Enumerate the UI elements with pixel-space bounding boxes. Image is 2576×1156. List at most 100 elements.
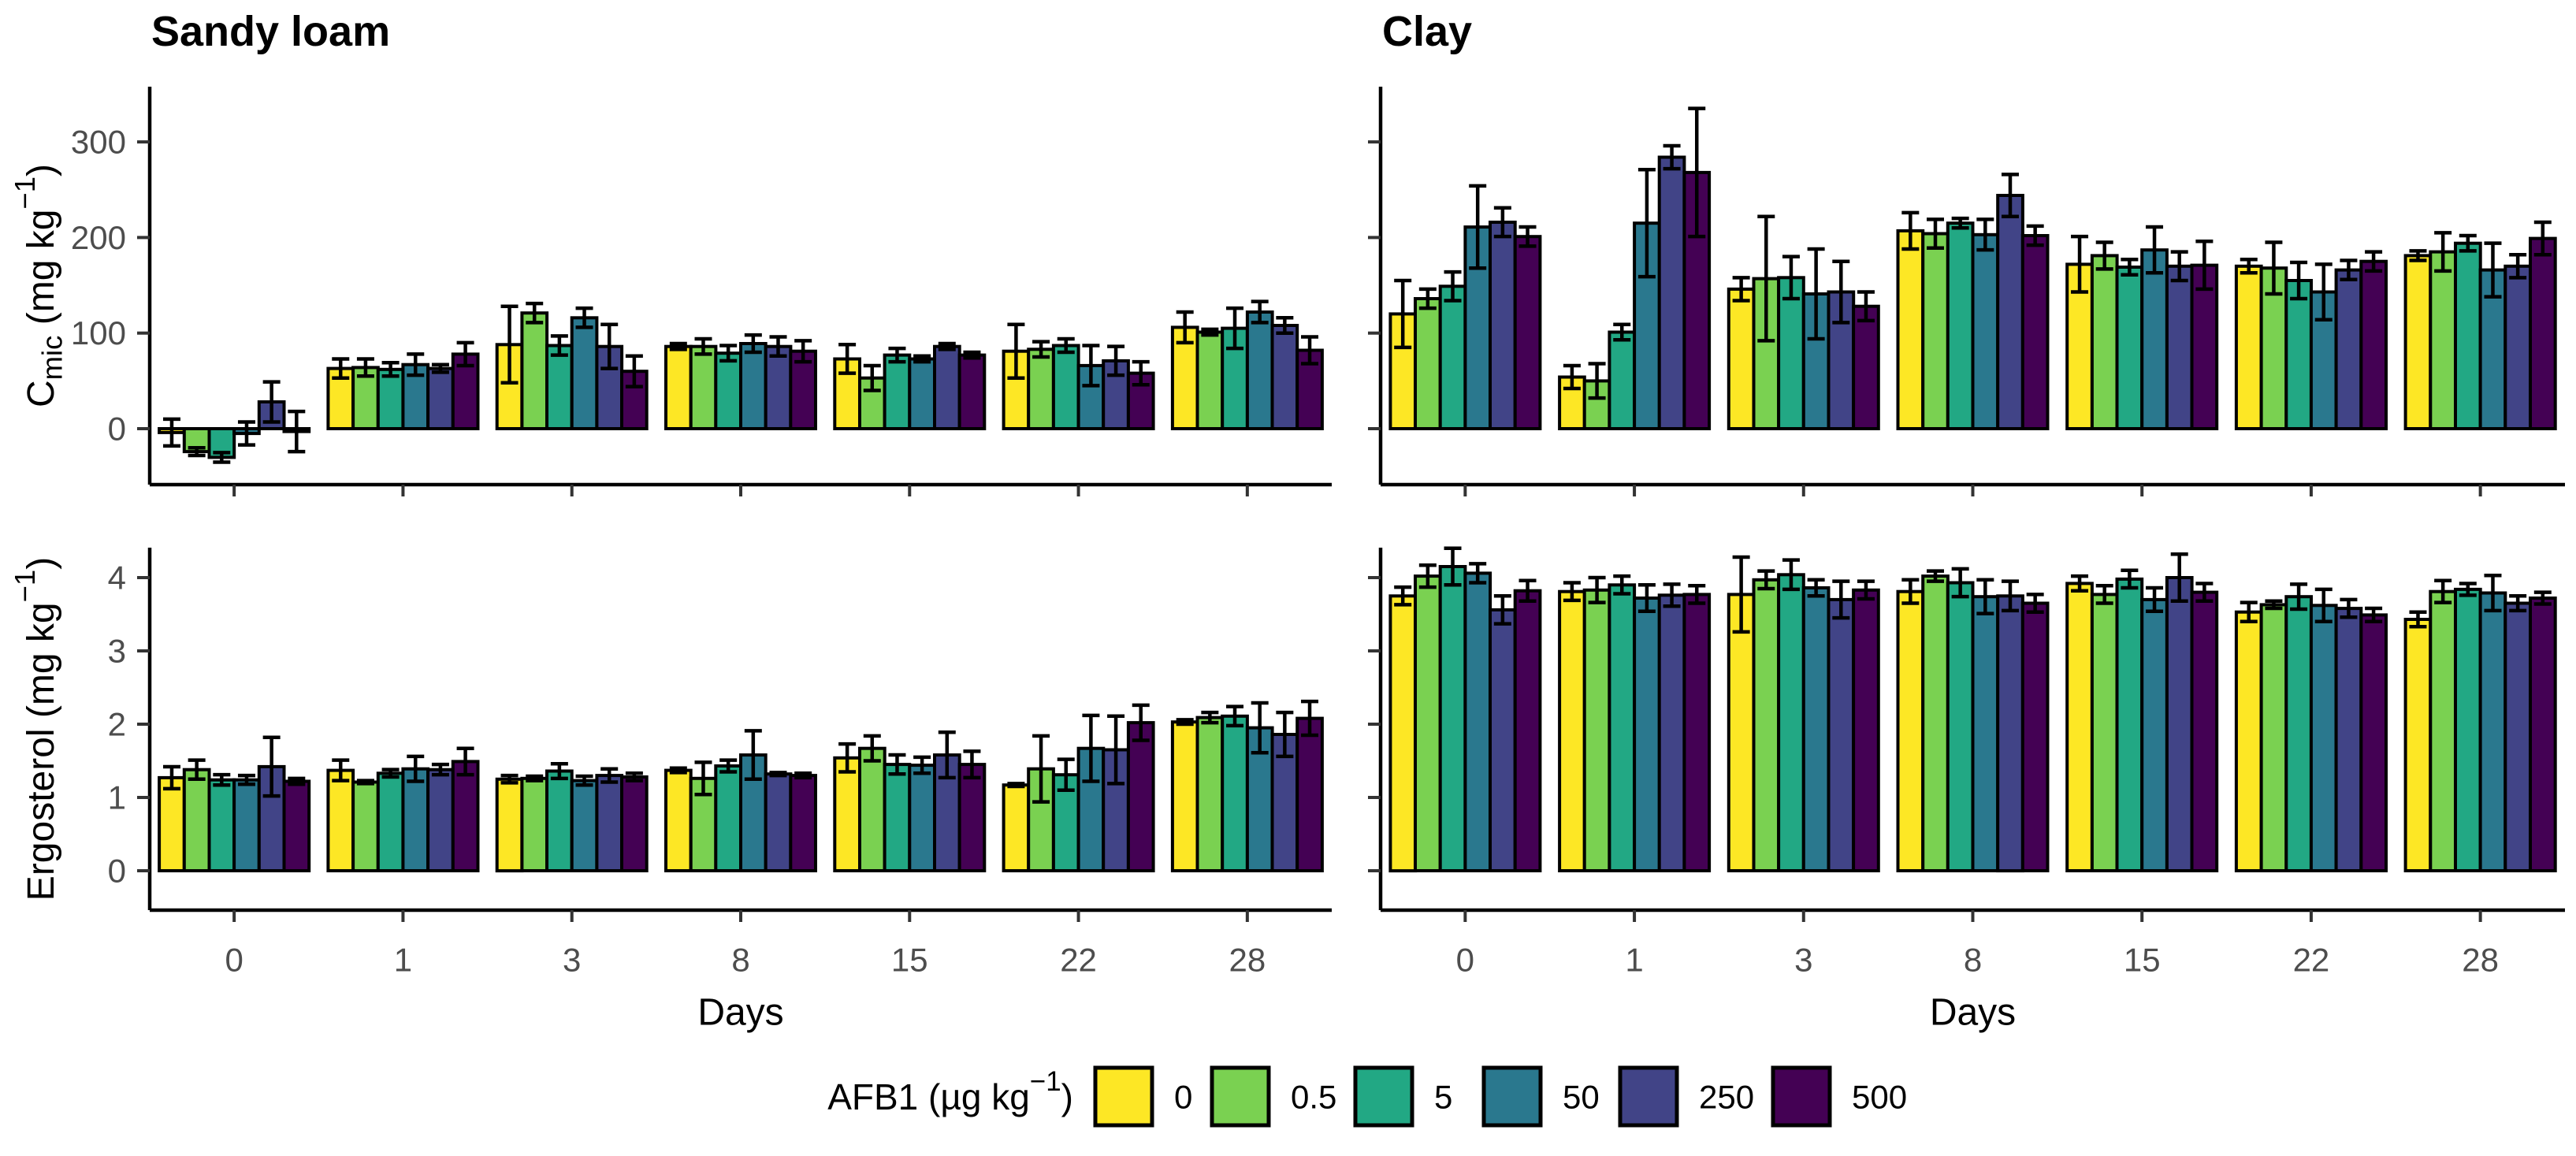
- error-bar: [1007, 782, 1025, 789]
- bar-group-day-1: [326, 746, 480, 873]
- bar-ergosterol-sandy-loam-day3-afb1-0: [495, 777, 524, 873]
- bar-group-day-8: [1896, 567, 2050, 873]
- legend-swatch: [1093, 1065, 1154, 1128]
- bar-group-day-1: [1558, 106, 1712, 430]
- error-bar: [794, 339, 812, 364]
- x-tick-label: 22: [1060, 942, 1097, 979]
- bar-group-day-0: [158, 735, 311, 873]
- error-bar: [1976, 578, 1994, 615]
- error-bar: [963, 350, 981, 360]
- bar-ergosterol-clay-day15-afb1-250: [2165, 576, 2194, 872]
- error-bar: [1418, 287, 1437, 310]
- error-bar: [213, 451, 231, 464]
- bar-ergosterol-sandy-loam-day0-afb1-50: [232, 778, 261, 873]
- bar-ergosterol-clay-day15-afb1-0.5: [2090, 593, 2119, 873]
- error-bar: [1637, 583, 1656, 614]
- x-axis-title: Days: [697, 992, 783, 1034]
- error-bar: [2484, 573, 2502, 613]
- legend-title: AFB1 (µg kg−1): [827, 1065, 1073, 1117]
- error-bar: [600, 322, 619, 370]
- x-tick-label: 0: [1456, 942, 1474, 979]
- error-bar: [2121, 568, 2139, 590]
- error-bar: [2409, 249, 2427, 262]
- error-bar: [1951, 567, 1969, 599]
- error-bar: [2409, 610, 2427, 629]
- error-bar: [694, 336, 712, 356]
- bar-ergosterol-sandy-loam-day1-afb1-5: [376, 771, 405, 872]
- error-bar: [1493, 206, 1511, 239]
- bar-cmic-sandy-loam-day28-afb1-50: [1245, 310, 1274, 430]
- bar-ergosterol-clay-day8-afb1-500: [2020, 601, 2050, 872]
- bar-cmic-clay-day1-afb1-5: [1608, 330, 1637, 430]
- legend-swatch: [1353, 1065, 1414, 1128]
- error-bar: [2071, 574, 2089, 593]
- bar-ergosterol-clay-day3-afb1-0: [1727, 593, 1756, 873]
- bar-cmic-sandy-loam-day15-afb1-250: [933, 344, 961, 431]
- bar-ergosterol-clay-day0-afb1-0: [1388, 594, 1418, 873]
- bar-ergosterol-clay-day3-afb1-500: [1852, 588, 1880, 872]
- bar-ergosterol-clay-day1-afb1-5: [1608, 583, 1637, 872]
- bar-ergosterol-sandy-loam-day1-afb1-250: [426, 768, 455, 873]
- error-bar: [1732, 276, 1750, 303]
- bar-cmic-sandy-loam-day1-afb1-5: [376, 367, 405, 430]
- error-bar: [913, 755, 931, 775]
- error-bar: [526, 774, 544, 782]
- error-bar: [407, 754, 425, 783]
- bar-ergosterol-sandy-loam-day8-afb1-5: [714, 764, 742, 872]
- bar-ergosterol-clay-day8-afb1-0.5: [1921, 574, 1950, 872]
- x-tick-label: 22: [2293, 942, 2330, 979]
- bar-ergosterol-clay-day1-afb1-250: [1657, 593, 1686, 872]
- error-bar: [838, 343, 857, 375]
- error-bar: [2314, 262, 2333, 322]
- error-bar: [2484, 241, 2502, 299]
- error-bar: [2290, 582, 2308, 611]
- x-tick-label: 3: [1794, 942, 1812, 979]
- bar-ergosterol-clay-day1-afb1-50: [1633, 597, 1661, 872]
- bar-group-day-28: [2403, 220, 2557, 431]
- bar-ergosterol-sandy-loam-day28-afb1-500: [1295, 716, 1324, 872]
- error-bar: [2434, 578, 2452, 604]
- error-bar: [2314, 587, 2333, 624]
- error-bar: [262, 380, 281, 424]
- bar-ergosterol-clay-day22-afb1-250: [2334, 607, 2363, 872]
- bar-cmic-clay-day0-afb1-0.5: [1414, 297, 1442, 430]
- bar-group-day-28: [1170, 299, 1324, 431]
- legend-swatch: [1771, 1065, 1832, 1128]
- bar-ergosterol-sandy-loam-day1-afb1-0: [326, 768, 355, 872]
- x-tick-label: 1: [394, 942, 412, 979]
- error-bar: [381, 768, 400, 779]
- bar-ergosterol-sandy-loam-day0-afb1-5: [207, 778, 236, 873]
- bar-ergosterol-clay-day8-afb1-250: [1996, 594, 2024, 873]
- error-bar: [963, 749, 981, 780]
- panel-title: Sandy loam: [151, 8, 390, 55]
- bar-cmic-sandy-loam-day3-afb1-50: [570, 316, 599, 430]
- error-bar: [1032, 340, 1050, 359]
- error-bar: [1276, 316, 1294, 335]
- error-bar: [1201, 710, 1219, 725]
- bar-group-day-15: [833, 341, 987, 431]
- error-bar: [625, 354, 643, 388]
- bar-ergosterol-sandy-loam-day15-afb1-50: [908, 764, 937, 872]
- error-bar: [356, 779, 374, 786]
- error-bar: [1493, 594, 1511, 626]
- error-bar: [1444, 269, 1462, 303]
- error-bar: [1301, 699, 1319, 738]
- error-bar: [1007, 322, 1025, 380]
- error-bar: [1901, 578, 1920, 605]
- error-bar: [431, 762, 449, 777]
- error-bar: [794, 771, 812, 780]
- error-bar: [356, 357, 374, 378]
- bar-group-day-3: [1727, 214, 1880, 431]
- bar-cmic-clay-day8-afb1-250: [1996, 194, 2024, 430]
- error-bar: [694, 760, 712, 797]
- error-bar: [288, 776, 306, 786]
- x-tick-label: 1: [1625, 942, 1643, 979]
- error-bar: [1518, 578, 1537, 604]
- bar-ergosterol-clay-day0-afb1-5: [1438, 565, 1467, 872]
- bar-group-day-3: [1727, 555, 1880, 873]
- bar-ergosterol-sandy-loam-day1-afb1-50: [401, 767, 430, 873]
- bar-ergosterol-sandy-loam-day8-afb1-500: [789, 774, 817, 872]
- bar-ergosterol-clay-day0-afb1-50: [1463, 571, 1492, 873]
- bar-ergosterol-clay-day1-afb1-500: [1682, 593, 1712, 873]
- error-bar: [2121, 258, 2139, 277]
